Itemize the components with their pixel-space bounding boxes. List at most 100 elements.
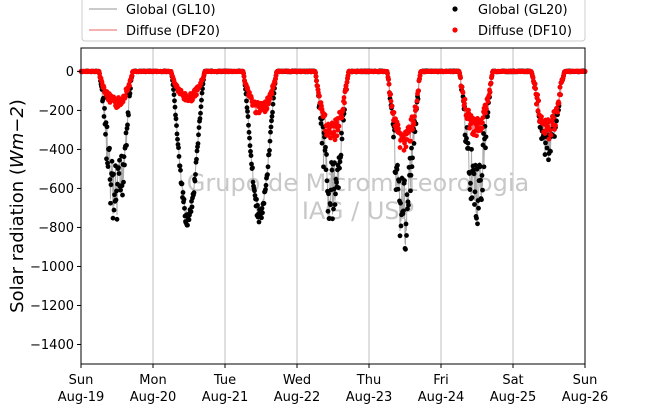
point-diffuse-df10 xyxy=(397,145,403,150)
point-global-gl20 xyxy=(108,200,113,206)
point-diffuse-df10 xyxy=(551,115,556,121)
axes-frame xyxy=(80,47,586,365)
point-diffuse-df10 xyxy=(485,99,491,104)
point-global-gl20 xyxy=(270,101,276,107)
x-tick-date-label: Aug-21 xyxy=(202,390,249,405)
legend-entry-label: Global (GL20) xyxy=(478,3,568,18)
point-global-gl20 xyxy=(103,131,108,137)
point-diffuse-df10 xyxy=(535,92,540,98)
legend-entry-label: Diffuse (DF20) xyxy=(126,24,220,39)
point-global-gl20 xyxy=(397,233,403,239)
x-tick-date-label: Aug-25 xyxy=(490,390,537,405)
point-global-gl20 xyxy=(479,197,484,203)
axes: 0 −200 −400 −600 −800 −1000 −1200 −1400 Sun Aug-1… xyxy=(30,47,608,405)
point-global-gl20 xyxy=(474,215,479,221)
legend: Global (GL10) Diffuse (DF20) Global (GL20)… xyxy=(81,0,586,42)
y-tick-label: −200 xyxy=(38,104,74,119)
legend-swatch-point xyxy=(452,6,458,12)
point-diffuse-df10 xyxy=(410,127,415,132)
point-diffuse-df10 xyxy=(322,112,328,118)
point-global-gl20 xyxy=(244,98,249,104)
point-global-gl20 xyxy=(198,110,203,116)
point-diffuse-df10 xyxy=(414,98,420,104)
point-global-gl20 xyxy=(173,116,179,122)
point-diffuse-df10 xyxy=(483,110,488,116)
point-diffuse-df10 xyxy=(554,105,560,111)
point-diffuse-df10 xyxy=(480,115,486,120)
point-global-gl20 xyxy=(473,162,478,168)
point-global-gl20 xyxy=(408,188,413,194)
point-global-gl20 xyxy=(408,172,414,178)
point-diffuse-df10 xyxy=(548,132,554,138)
point-global-gl20 xyxy=(471,171,477,177)
point-diffuse-df10 xyxy=(339,115,345,121)
point-global-gl20 xyxy=(469,195,475,201)
point-global-gl20 xyxy=(339,130,344,136)
point-global-gl20 xyxy=(329,167,335,173)
point-diffuse-df10 xyxy=(123,93,128,99)
point-global-gl20 xyxy=(334,179,339,185)
point-global-gl20 xyxy=(125,122,130,128)
point-diffuse-df10 xyxy=(558,92,563,98)
x-tick-date-label: Aug-22 xyxy=(274,390,321,405)
point-diffuse-df10 xyxy=(344,79,350,85)
point-global-gl20 xyxy=(197,116,203,121)
point-global-gl20 xyxy=(331,206,336,212)
point-global-gl20 xyxy=(256,219,262,225)
point-diffuse-df10 xyxy=(198,81,204,86)
point-diffuse-df10 xyxy=(411,121,417,127)
point-diffuse-df10 xyxy=(535,108,541,114)
point-global-gl20 xyxy=(177,163,183,169)
point-global-gl20 xyxy=(109,158,115,164)
point-global-gl20 xyxy=(333,191,338,197)
point-diffuse-df10 xyxy=(396,126,401,132)
point-global-gl20 xyxy=(324,152,329,157)
x-tick-day-label: Thu xyxy=(356,373,381,388)
x-tick-day-label: Sun xyxy=(69,373,94,388)
point-global-gl20 xyxy=(546,157,551,163)
point-global-gl20 xyxy=(117,157,122,163)
point-diffuse-df10 xyxy=(556,100,562,106)
point-global-gl20 xyxy=(173,112,178,118)
point-diffuse-df10 xyxy=(395,122,401,128)
point-global-gl20 xyxy=(336,185,341,191)
point-diffuse-df10 xyxy=(331,129,337,135)
point-global-gl20 xyxy=(118,187,123,193)
point-diffuse-df10 xyxy=(340,106,346,112)
point-global-gl20 xyxy=(469,146,474,152)
point-diffuse-df10 xyxy=(268,95,273,101)
x-tick-day-label: Tue xyxy=(213,373,236,388)
y-axis-label: Solar radiation (Wm−2) xyxy=(7,99,28,313)
point-global-gl20 xyxy=(468,180,473,186)
point-global-gl20 xyxy=(199,97,204,103)
point-global-gl20 xyxy=(111,171,116,177)
point-diffuse-df10 xyxy=(533,86,538,91)
point-global-gl20 xyxy=(269,118,274,124)
point-global-gl20 xyxy=(196,132,201,138)
point-diffuse-df10 xyxy=(462,96,468,102)
point-global-gl20 xyxy=(248,153,254,158)
point-diffuse-df10 xyxy=(386,81,392,87)
point-global-gl20 xyxy=(542,152,548,157)
point-diffuse-df10 xyxy=(391,110,397,115)
point-global-gl20 xyxy=(263,186,268,192)
point-global-gl20 xyxy=(104,124,110,130)
point-diffuse-df10 xyxy=(317,93,322,99)
point-diffuse-df10 xyxy=(474,133,479,139)
point-global-gl20 xyxy=(252,188,257,194)
point-global-gl20 xyxy=(176,145,181,151)
point-global-gl20 xyxy=(265,164,271,170)
point-diffuse-df10 xyxy=(552,127,557,132)
point-global-gl20 xyxy=(192,178,198,184)
point-global-gl20 xyxy=(176,154,182,159)
point-global-gl20 xyxy=(396,178,402,184)
point-global-gl20 xyxy=(114,188,119,194)
point-global-gl20 xyxy=(185,222,190,228)
point-diffuse-df10 xyxy=(341,95,347,100)
point-global-gl20 xyxy=(339,136,345,142)
point-diffuse-df10 xyxy=(539,114,544,120)
point-diffuse-df10 xyxy=(546,136,552,142)
point-diffuse-df10 xyxy=(488,80,494,86)
point-global-gl20 xyxy=(403,246,408,252)
point-global-gl20 xyxy=(394,167,400,172)
